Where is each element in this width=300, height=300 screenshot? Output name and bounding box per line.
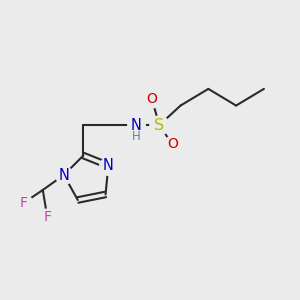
Text: F: F <box>43 210 51 224</box>
Text: N: N <box>103 158 114 173</box>
Text: F: F <box>20 196 28 210</box>
Text: H: H <box>132 130 140 142</box>
Text: O: O <box>167 137 178 152</box>
Text: O: O <box>146 92 157 106</box>
Text: N: N <box>131 118 142 133</box>
Text: S: S <box>154 118 164 133</box>
Text: N: N <box>58 167 69 182</box>
